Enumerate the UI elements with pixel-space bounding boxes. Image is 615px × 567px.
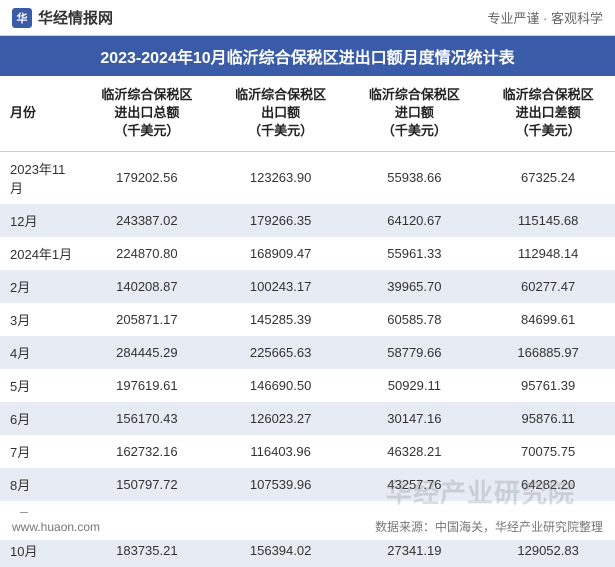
value-cell: 46328.21 xyxy=(348,435,482,468)
month-cell: 5月 xyxy=(0,369,80,402)
value-cell: 30147.16 xyxy=(348,402,482,435)
value-cell: 70075.75 xyxy=(481,435,615,468)
value-cell: 55961.33 xyxy=(348,237,482,270)
brand: 华 华经情报网 xyxy=(12,7,113,28)
value-cell: 224870.80 xyxy=(80,237,214,270)
column-header: 临沂综合保税区进出口总额（千美元） xyxy=(80,76,214,151)
value-cell: 205871.17 xyxy=(80,303,214,336)
month-cell: 2024年1月 xyxy=(0,237,80,270)
value-cell: 243387.02 xyxy=(80,204,214,237)
value-cell: 84699.61 xyxy=(481,303,615,336)
footer-bar: www.huaon.com 数据来源：中国海关，华经产业研究院整理 xyxy=(0,513,615,540)
month-cell: 2023年11月 xyxy=(0,151,80,204)
table-row: 2024年1月224870.80168909.4755961.33112948.… xyxy=(0,237,615,270)
value-cell: 146690.50 xyxy=(214,369,348,402)
value-cell: 150797.72 xyxy=(80,468,214,501)
value-cell: 64120.67 xyxy=(348,204,482,237)
month-cell: 8月 xyxy=(0,468,80,501)
value-cell: 64282.20 xyxy=(481,468,615,501)
month-cell: 6月 xyxy=(0,402,80,435)
value-cell: 116403.96 xyxy=(214,435,348,468)
value-cell: 179202.56 xyxy=(80,151,214,204)
table-row: 8月150797.72107539.9643257.7664282.20 xyxy=(0,468,615,501)
footer-site: www.huaon.com xyxy=(12,520,100,534)
value-cell: 115145.68 xyxy=(481,204,615,237)
value-cell: 225665.63 xyxy=(214,336,348,369)
month-cell: 3月 xyxy=(0,303,80,336)
value-cell: 123263.90 xyxy=(214,151,348,204)
header-bar: 华 华经情报网 专业严谨 · 客观科学 xyxy=(0,0,615,36)
value-cell: 107539.96 xyxy=(214,468,348,501)
table-row: 2月140208.87100243.1739965.7060277.47 xyxy=(0,270,615,303)
value-cell: 58779.66 xyxy=(348,336,482,369)
value-cell: 166885.97 xyxy=(481,336,615,369)
column-header: 月份 xyxy=(0,76,80,151)
table-row: 4月284445.29225665.6358779.66166885.97 xyxy=(0,336,615,369)
value-cell: 284445.29 xyxy=(80,336,214,369)
value-cell: 67325.24 xyxy=(481,151,615,204)
value-cell: 39965.70 xyxy=(348,270,482,303)
value-cell: 43257.76 xyxy=(348,468,482,501)
value-cell: 168909.47 xyxy=(214,237,348,270)
tagline: 专业严谨 · 客观科学 xyxy=(487,8,603,27)
brand-name: 华经情报网 xyxy=(38,7,113,28)
value-cell: 145285.39 xyxy=(214,303,348,336)
table-row: 6月156170.43126023.2730147.1695876.11 xyxy=(0,402,615,435)
table-row: 7月162732.16116403.9646328.2170075.75 xyxy=(0,435,615,468)
table-row: 5月197619.61146690.5050929.1195761.39 xyxy=(0,369,615,402)
value-cell: 55938.66 xyxy=(348,151,482,204)
table-row: 12月243387.02179266.3564120.67115145.68 xyxy=(0,204,615,237)
value-cell: 140208.87 xyxy=(80,270,214,303)
value-cell: 162732.16 xyxy=(80,435,214,468)
table-row: 2023年11月179202.56123263.9055938.6667325.… xyxy=(0,151,615,204)
table-container: 月份临沂综合保税区进出口总额（千美元）临沂综合保税区出口额（千美元）临沂综合保税… xyxy=(0,76,615,567)
data-table: 月份临沂综合保税区进出口总额（千美元）临沂综合保税区出口额（千美元）临沂综合保税… xyxy=(0,76,615,567)
value-cell: 126023.27 xyxy=(214,402,348,435)
column-header: 临沂综合保税区出口额（千美元） xyxy=(214,76,348,151)
value-cell: 156170.43 xyxy=(80,402,214,435)
value-cell: 100243.17 xyxy=(214,270,348,303)
month-cell: 2月 xyxy=(0,270,80,303)
table-header: 月份临沂综合保税区进出口总额（千美元）临沂综合保税区出口额（千美元）临沂综合保税… xyxy=(0,76,615,151)
column-header: 临沂综合保税区进出口差额（千美元） xyxy=(481,76,615,151)
value-cell: 179266.35 xyxy=(214,204,348,237)
brand-logo-icon: 华 xyxy=(12,8,32,28)
table-row: 3月205871.17145285.3960585.7884699.61 xyxy=(0,303,615,336)
value-cell: 197619.61 xyxy=(80,369,214,402)
value-cell: 95761.39 xyxy=(481,369,615,402)
value-cell: 112948.14 xyxy=(481,237,615,270)
value-cell: 60277.47 xyxy=(481,270,615,303)
value-cell: 95876.11 xyxy=(481,402,615,435)
value-cell: 60585.78 xyxy=(348,303,482,336)
table-title: 2023-2024年10月临沂综合保税区进出口额月度情况统计表 xyxy=(0,36,615,76)
column-header: 临沂综合保税区进口额（千美元） xyxy=(348,76,482,151)
footer-source: 数据来源：中国海关，华经产业研究院整理 xyxy=(375,518,603,535)
table-body: 2023年11月179202.56123263.9055938.6667325.… xyxy=(0,151,615,567)
month-cell: 4月 xyxy=(0,336,80,369)
value-cell: 50929.11 xyxy=(348,369,482,402)
month-cell: 7月 xyxy=(0,435,80,468)
month-cell: 12月 xyxy=(0,204,80,237)
